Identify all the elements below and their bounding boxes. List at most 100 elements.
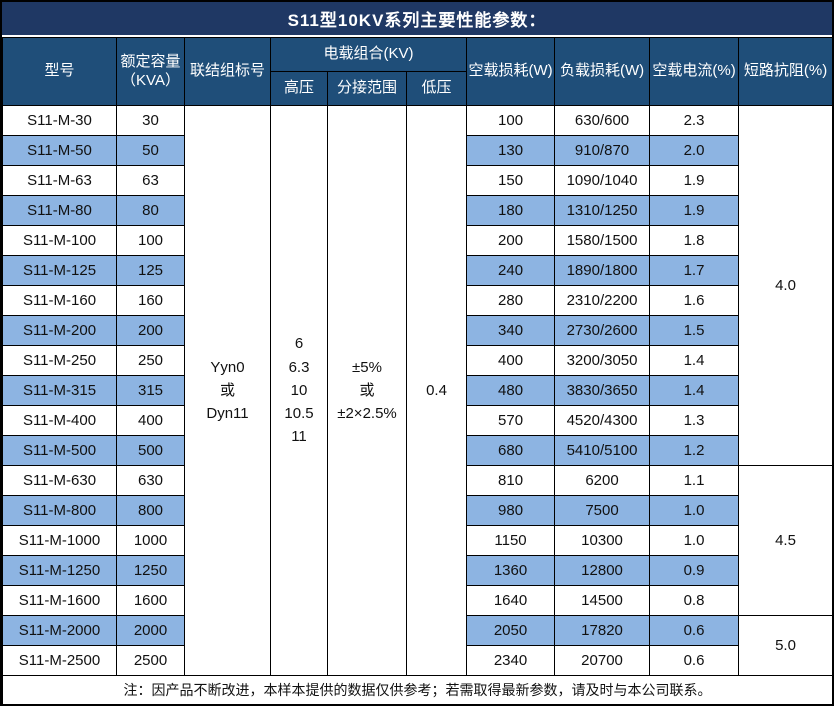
table-row: S11-M-30 30 Yyn0 或 Dyn11 6 6.3 10 10.5 1… xyxy=(2,105,834,676)
cell-capacity: 125 xyxy=(116,255,185,286)
cell-capacity: 800 xyxy=(116,495,185,526)
cell-no-load-loss: 340 xyxy=(466,315,556,346)
cell-no-load-loss: 680 xyxy=(466,435,556,466)
cell-no-load-current: 1.8 xyxy=(649,225,740,256)
cell-model: S11-M-1600 xyxy=(2,585,117,616)
cell-model: S11-M-2500 xyxy=(2,645,117,676)
cell-capacity: 63 xyxy=(116,165,185,196)
cell-capacity: 100 xyxy=(116,225,185,256)
cell-load-loss: 1310/1250 xyxy=(554,195,651,226)
cell-no-load-loss: 810 xyxy=(466,465,556,496)
footer-note: 注：因产品不断改进，本样本提供的数据仅供参考；若需取得最新参数，请及时与本公司联… xyxy=(1,675,834,705)
table-row: S11-M-1000 1000 1150 10300 1.0 xyxy=(2,525,833,556)
col-header-no-load-loss: 空载损耗(W) xyxy=(466,37,556,106)
cell-capacity: 160 xyxy=(116,285,185,316)
cell-model: S11-M-630 xyxy=(2,465,117,496)
cell-load-loss: 6200 xyxy=(554,465,651,496)
col-header-lv: 低压 xyxy=(405,71,468,106)
table-row: S11-M-315 315 480 3830/3650 1.4 xyxy=(2,375,833,406)
table-row: S11-M-100 100 200 1580/1500 1.8 xyxy=(2,225,833,256)
cell-no-load-loss: 150 xyxy=(466,165,556,196)
cell-impedance-group-3: 5.0 xyxy=(738,615,834,676)
cell-no-load-current: 1.2 xyxy=(649,435,740,466)
table-row: S11-M-125 125 240 1890/1800 1.7 xyxy=(2,255,833,286)
cell-load-loss: 14500 xyxy=(554,585,651,616)
table-row: S11-M-50 50 130 910/870 2.0 xyxy=(2,135,833,166)
cell-no-load-current: 1.4 xyxy=(649,375,740,406)
cell-model: S11-M-1250 xyxy=(2,555,117,586)
cell-no-load-current: 1.0 xyxy=(649,525,740,556)
cell-capacity: 1600 xyxy=(116,585,185,616)
table-title: S11型10KV系列主要性能参数： xyxy=(2,2,832,37)
col-header-hv: 高压 xyxy=(270,71,328,106)
cell-load-loss: 17820 xyxy=(554,615,651,646)
cell-no-load-loss: 100 xyxy=(466,105,556,136)
cell-model: S11-M-125 xyxy=(2,255,117,286)
cell-model: S11-M-1000 xyxy=(2,525,117,556)
cell-load-loss: 20700 xyxy=(554,645,651,676)
cell-no-load-current: 1.9 xyxy=(649,165,740,196)
cell-capacity: 80 xyxy=(116,195,185,226)
table-row: S11-M-200 200 340 2730/2600 1.5 xyxy=(2,315,833,346)
cell-no-load-loss: 480 xyxy=(466,375,556,406)
cell-no-load-current: 1.5 xyxy=(649,315,740,346)
cell-no-load-loss: 400 xyxy=(466,345,556,376)
cell-load-loss: 1580/1500 xyxy=(554,225,651,256)
cell-load-loss: 630/600 xyxy=(554,105,651,136)
cell-load-loss: 5410/5100 xyxy=(554,435,651,466)
col-header-no-load-current: 空载电流(%) xyxy=(649,37,740,106)
table-row: S11-M-400 400 570 4520/4300 1.3 xyxy=(2,405,833,436)
cell-model: S11-M-2000 xyxy=(2,615,117,646)
cell-model: S11-M-800 xyxy=(2,495,117,526)
cell-no-load-current: 2.3 xyxy=(649,105,740,136)
cell-no-load-current: 1.0 xyxy=(649,495,740,526)
cell-no-load-current: 1.3 xyxy=(649,405,740,436)
cell-no-load-current: 1.6 xyxy=(649,285,740,316)
col-header-model: 型号 xyxy=(2,37,117,106)
cell-no-load-loss: 2340 xyxy=(466,645,556,676)
cell-model: S11-M-250 xyxy=(2,345,117,376)
cell-no-load-loss: 980 xyxy=(466,495,556,526)
cell-model: S11-M-315 xyxy=(2,375,117,406)
spec-table: 型号 额定容量 （KVA） 联结组标号 电载组合(KV) 空载损耗(W) 负载损… xyxy=(1,37,834,705)
table-row: S11-M-500 500 680 5410/5100 1.2 xyxy=(2,435,833,466)
cell-no-load-loss: 130 xyxy=(466,135,556,166)
cell-impedance-group-1: 4.0 xyxy=(738,105,834,466)
table-title-text: S11型10KV系列主要性能参数： xyxy=(287,11,547,30)
table-footer: 注：因产品不断改进，本样本提供的数据仅供参考；若需取得最新参数，请及时与本公司联… xyxy=(1,675,834,705)
table-header: 型号 额定容量 （KVA） 联结组标号 电载组合(KV) 空载损耗(W) 负载损… xyxy=(2,37,834,106)
col-header-load-loss: 负载损耗(W) xyxy=(554,37,651,106)
cell-no-load-loss: 200 xyxy=(466,225,556,256)
cell-no-load-loss: 570 xyxy=(466,405,556,436)
table-row: S11-M-80 80 180 1310/1250 1.9 xyxy=(2,195,833,226)
cell-capacity: 250 xyxy=(116,345,185,376)
cell-load-loss: 12800 xyxy=(554,555,651,586)
col-header-tap-range: 分接范围 xyxy=(327,71,407,106)
cell-capacity: 30 xyxy=(116,105,185,136)
table-row: S11-M-800 800 980 7500 1.0 xyxy=(2,495,833,526)
cell-lv-value: 0.4 xyxy=(405,105,468,676)
cell-no-load-current: 0.6 xyxy=(649,615,740,646)
header-row-top: 型号 额定容量 （KVA） 联结组标号 电载组合(KV) 空载损耗(W) 负载损… xyxy=(2,37,834,106)
col-header-connection: 联结组标号 xyxy=(184,37,271,106)
cell-capacity: 315 xyxy=(116,375,185,406)
header-row-sub: 高压 分接范围 低压 xyxy=(3,71,833,106)
cell-load-loss: 2730/2600 xyxy=(554,315,651,346)
cell-connection-group: Yyn0 或 Dyn11 xyxy=(184,105,271,676)
cell-load-loss: 10300 xyxy=(554,525,651,556)
cell-capacity: 1250 xyxy=(116,555,185,586)
table-row: S11-M-630 630 810 6200 1.1 4.5 xyxy=(2,465,834,616)
table-row: S11-M-63 63 150 1090/1040 1.9 xyxy=(2,165,833,196)
footer-row: 注：因产品不断改进，本样本提供的数据仅供参考；若需取得最新参数，请及时与本公司联… xyxy=(1,675,834,705)
cell-load-loss: 3200/3050 xyxy=(554,345,651,376)
cell-capacity: 50 xyxy=(116,135,185,166)
cell-no-load-current: 1.7 xyxy=(649,255,740,286)
cell-load-loss: 4520/4300 xyxy=(554,405,651,436)
cell-no-load-loss: 280 xyxy=(466,285,556,316)
cell-no-load-current: 1.1 xyxy=(649,465,740,496)
cell-no-load-current: 0.9 xyxy=(649,555,740,586)
cell-model: S11-M-63 xyxy=(2,165,117,196)
cell-no-load-current: 1.4 xyxy=(649,345,740,376)
